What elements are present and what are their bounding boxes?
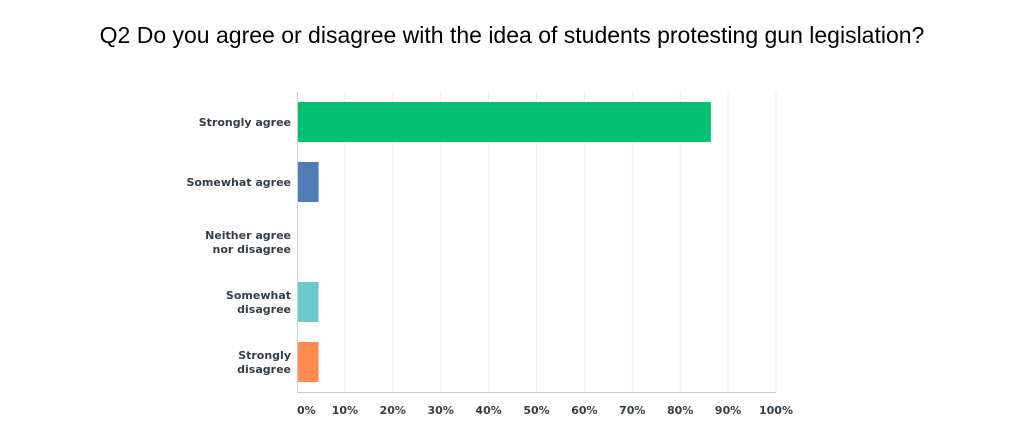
tick-label: 0% bbox=[297, 404, 316, 417]
category-labels: Strongly agree Somewhat agree Neither agre… bbox=[186, 116, 291, 376]
tick-label: 70% bbox=[619, 404, 645, 417]
category-label: Strongly agree bbox=[199, 116, 291, 129]
bar-4 bbox=[298, 342, 319, 382]
tick-label: 20% bbox=[380, 404, 406, 417]
category-label: Strongly bbox=[238, 349, 291, 362]
tick-label: 10% bbox=[332, 404, 358, 417]
bar-3 bbox=[298, 282, 319, 322]
tick-label: 60% bbox=[571, 404, 597, 417]
bar-0 bbox=[298, 102, 711, 142]
bars bbox=[298, 102, 711, 382]
category-label: disagree bbox=[237, 363, 291, 376]
tick-label: 90% bbox=[715, 404, 741, 417]
category-label: Neither agree bbox=[205, 229, 291, 242]
tick-labels: 0% 10% 20% 30% 40% 50% 60% 70% 80% 90% 100% bbox=[297, 404, 793, 417]
tick-label: 50% bbox=[523, 404, 549, 417]
tick-label: 30% bbox=[428, 404, 454, 417]
category-label: Somewhat agree bbox=[186, 176, 291, 189]
tick-label: 80% bbox=[667, 404, 693, 417]
axes bbox=[297, 92, 776, 393]
tick-label: 40% bbox=[475, 404, 501, 417]
category-label: Somewhat bbox=[226, 289, 291, 302]
bar-1 bbox=[298, 162, 319, 202]
category-label: nor disagree bbox=[213, 243, 291, 256]
category-label: disagree bbox=[237, 303, 291, 316]
tick-label: 100% bbox=[759, 404, 793, 417]
chart-title: Q2 Do you agree or disagree with the ide… bbox=[99, 22, 925, 48]
